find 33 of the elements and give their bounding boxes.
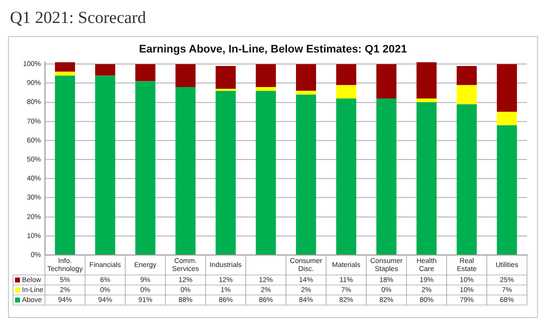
bar <box>416 98 437 102</box>
bar <box>376 64 396 98</box>
bar <box>256 87 276 91</box>
bar <box>376 98 396 254</box>
bar <box>95 76 116 254</box>
bar <box>336 98 356 254</box>
bar <box>175 87 196 254</box>
chart-title: Q1 2021: Scorecard <box>10 8 147 28</box>
bar <box>216 66 236 89</box>
bar <box>456 66 477 86</box>
bar <box>54 72 76 76</box>
bar <box>496 64 517 112</box>
bar <box>135 64 156 82</box>
bar <box>336 64 356 86</box>
bar <box>296 64 316 91</box>
bar <box>256 90 276 254</box>
bar <box>456 85 477 104</box>
bar <box>456 104 477 254</box>
bar <box>336 85 356 98</box>
bar <box>496 112 517 126</box>
bar <box>216 90 236 254</box>
bar <box>496 125 517 254</box>
bar <box>296 90 316 95</box>
bar <box>416 102 437 254</box>
bar <box>175 64 196 88</box>
bar <box>54 62 76 72</box>
bar <box>95 64 116 76</box>
bar <box>256 64 276 88</box>
bar <box>135 81 156 254</box>
bar <box>296 94 316 254</box>
chart-subtitle: Earnings Above, In-Line, Below Estimates: Q1 2021 <box>139 44 407 56</box>
bar <box>416 62 437 98</box>
bar <box>54 76 76 254</box>
